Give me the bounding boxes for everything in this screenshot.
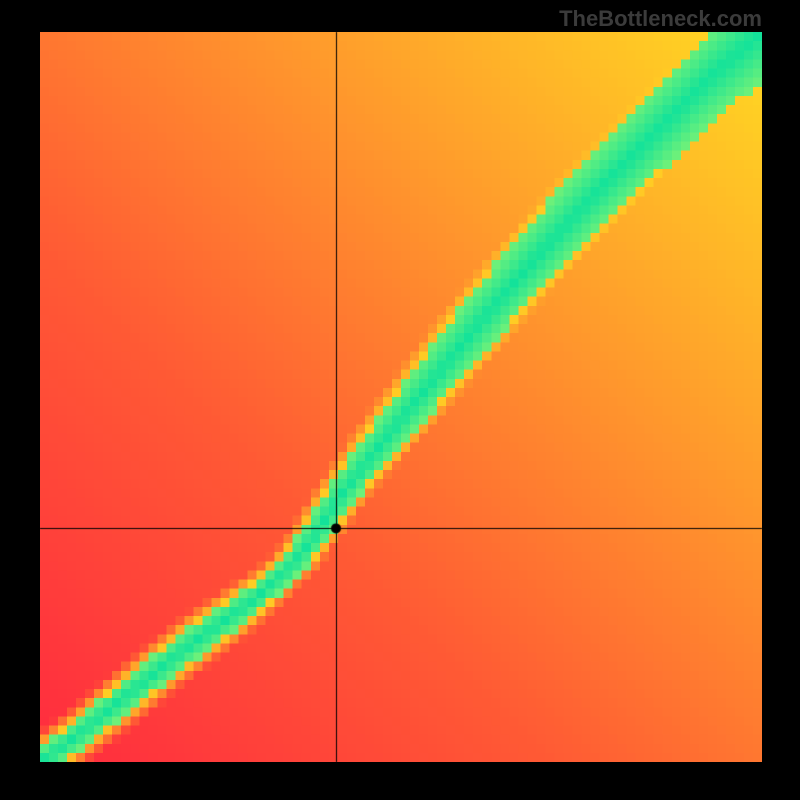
chart-stage: TheBottleneck.com xyxy=(0,0,800,800)
watermark-text: TheBottleneck.com xyxy=(559,6,762,32)
crosshair-overlay xyxy=(0,0,800,800)
